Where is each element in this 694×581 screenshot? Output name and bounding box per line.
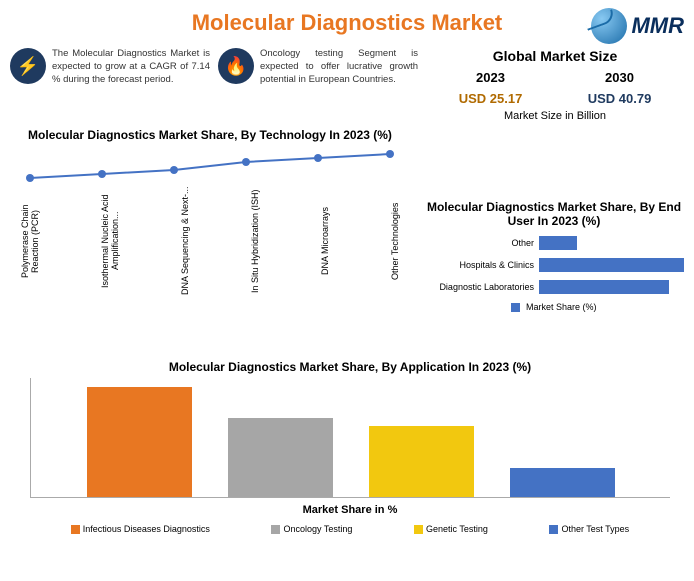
insight-oncology: 🔥 Oncology testing Segment is expected t… [218, 48, 418, 122]
tech-label: DNA Microarrays [320, 186, 330, 296]
app-bar [510, 468, 615, 497]
value-2023: USD 25.17 [459, 91, 523, 106]
tech-labels: Polymerase Chain Reaction (PCR) Isotherma… [10, 186, 410, 296]
enduser-legend-text: Market Share (%) [526, 302, 597, 312]
legend-box-icon [511, 303, 520, 312]
tech-label: Other Technologies [390, 186, 400, 296]
value-2030: USD 40.79 [588, 91, 652, 106]
legend-box-icon [71, 525, 80, 534]
year-2030: 2030 [605, 70, 634, 85]
app-bar [228, 418, 333, 497]
insight-cagr: ⚡ The Molecular Diagnostics Market is ex… [10, 48, 210, 122]
market-size-block: Global Market Size 2023 2030 USD 25.17 U… [426, 48, 684, 122]
enduser-legend: Market Share (%) [424, 302, 684, 312]
legend-box-icon [414, 525, 423, 534]
app-legend-label: Oncology Testing [283, 524, 352, 534]
app-ylabel: Market Share in % [30, 504, 670, 516]
logo-text: MMR [631, 13, 684, 39]
app-bar [87, 387, 192, 497]
app-legend-item: Infectious Diseases Diagnostics [71, 524, 210, 534]
app-legend-label: Infectious Diseases Diagnostics [83, 524, 210, 534]
enduser-bar [539, 258, 684, 272]
enduser-row: Other [424, 232, 684, 254]
enduser-row: Diagnostic Laboratories [424, 276, 684, 298]
top-row: ⚡ The Molecular Diagnostics Market is ex… [0, 48, 694, 122]
flame-icon: 🔥 [218, 48, 254, 84]
app-legend-item: Oncology Testing [271, 524, 352, 534]
app-legend: Infectious Diseases Diagnostics Oncology … [30, 524, 670, 534]
app-bar [369, 426, 474, 498]
enduser-bar [539, 236, 577, 250]
logo: MMR [591, 8, 684, 44]
app-legend-label: Genetic Testing [426, 524, 488, 534]
app-legend-item: Genetic Testing [414, 524, 488, 534]
enduser-chart: Molecular Diagnostics Market Share, By E… [424, 200, 684, 312]
app-legend-item: Other Test Types [549, 524, 629, 534]
tech-chart: Molecular Diagnostics Market Share, By T… [0, 128, 420, 296]
market-size-title: Global Market Size [426, 48, 684, 64]
market-size-unit: Market Size in Billion [426, 110, 684, 122]
tech-label: Polymerase Chain Reaction (PCR) [20, 186, 40, 296]
insight-oncology-text: Oncology testing Segment is expected to … [260, 48, 418, 86]
enduser-label: Diagnostic Laboratories [424, 282, 539, 292]
enduser-rows: Other Hospitals & Clinics Diagnostic Labor… [424, 232, 684, 298]
tech-label: DNA Sequencing & Next-... [180, 186, 190, 296]
insight-cagr-text: The Molecular Diagnostics Market is expe… [52, 48, 210, 86]
tech-chart-title: Molecular Diagnostics Market Share, By T… [10, 128, 410, 142]
app-legend-label: Other Test Types [561, 524, 629, 534]
tech-label: In Situ Hybridization (ISH) [250, 186, 260, 296]
enduser-label: Other [424, 238, 539, 248]
year-2023: 2023 [476, 70, 505, 85]
tech-line-svg [10, 146, 410, 186]
legend-box-icon [271, 525, 280, 534]
enduser-row: Hospitals & Clinics [424, 254, 684, 276]
tech-label: Isothermal Nucleic Acid Amplification... [100, 186, 120, 296]
enduser-chart-title: Molecular Diagnostics Market Share, By E… [424, 200, 684, 228]
enduser-label: Hospitals & Clinics [424, 260, 539, 270]
app-bars [30, 378, 670, 498]
bolt-icon: ⚡ [10, 48, 46, 84]
enduser-bar [539, 280, 669, 294]
app-chart: Molecular Diagnostics Market Share, By A… [30, 360, 670, 534]
legend-box-icon [549, 525, 558, 534]
app-chart-title: Molecular Diagnostics Market Share, By A… [30, 360, 670, 374]
globe-icon [591, 8, 627, 44]
